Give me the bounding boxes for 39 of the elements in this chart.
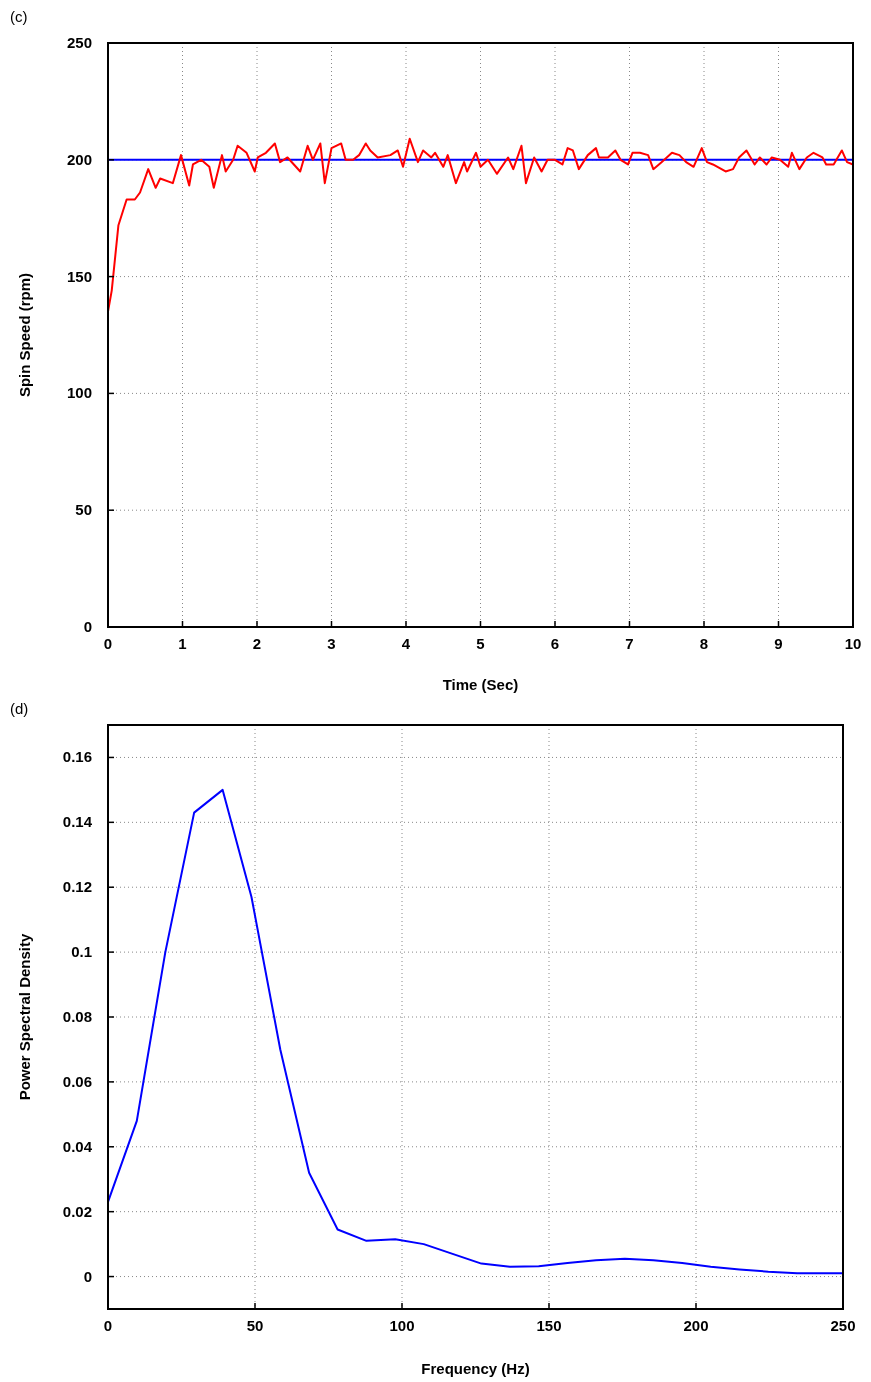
x-tick-label: 5: [476, 635, 485, 652]
x-tick-label: 3: [327, 635, 336, 652]
x-tick-label: 10: [844, 635, 862, 652]
y-tick-label: 150: [66, 267, 92, 285]
x-tick-label: 4: [401, 635, 411, 652]
x-tick-label: 0: [103, 1317, 113, 1334]
y-tick-label: 0.06: [62, 1072, 92, 1090]
x-tick-label: 250: [830, 1317, 856, 1334]
x-tick-label: 200: [683, 1317, 709, 1334]
x-tick-label: 50: [246, 1317, 264, 1334]
chart-title: (d): [10, 700, 29, 717]
line-series: [107, 788, 844, 1275]
x-axis-title: Time (Sec): [442, 676, 519, 693]
y-tick-label: 0.16: [62, 748, 92, 766]
y-tick-label: 50: [75, 501, 92, 519]
x-tick-label: 2: [252, 635, 262, 652]
x-tick-label: 9: [774, 635, 783, 652]
x-tick-label: 1: [178, 635, 187, 652]
y-tick-label: 100: [66, 384, 92, 402]
y-tick-label: 0: [83, 1267, 92, 1285]
x-tick-label: 100: [389, 1317, 415, 1334]
x-tick-label: 150: [536, 1317, 562, 1334]
y-tick-label: 200: [66, 150, 92, 168]
x-tick-label: 0: [103, 635, 113, 652]
y-tick-label: 0.08: [62, 1008, 92, 1025]
x-tick-label: 6: [550, 635, 560, 652]
y-tick-label: 0.12: [62, 878, 92, 896]
x-axis-title: Frequency (Hz): [421, 1360, 530, 1377]
x-tick-label: 8: [699, 635, 709, 652]
y-tick-label: 0.04: [62, 1137, 93, 1155]
y-axis-title: Spin Speed (rpm): [16, 272, 33, 398]
y-axis-title: Power Spectral Density: [16, 932, 33, 1101]
y-tick-label: 0: [83, 618, 92, 635]
x-tick-label: 7: [625, 635, 634, 652]
y-tick-label: 250: [66, 34, 92, 51]
chart-title: (c): [10, 8, 28, 25]
y-tick-label: 0.02: [62, 1202, 92, 1220]
y-tick-label: 0.1: [71, 943, 92, 961]
y-tick-label: 0.14: [62, 813, 93, 831]
